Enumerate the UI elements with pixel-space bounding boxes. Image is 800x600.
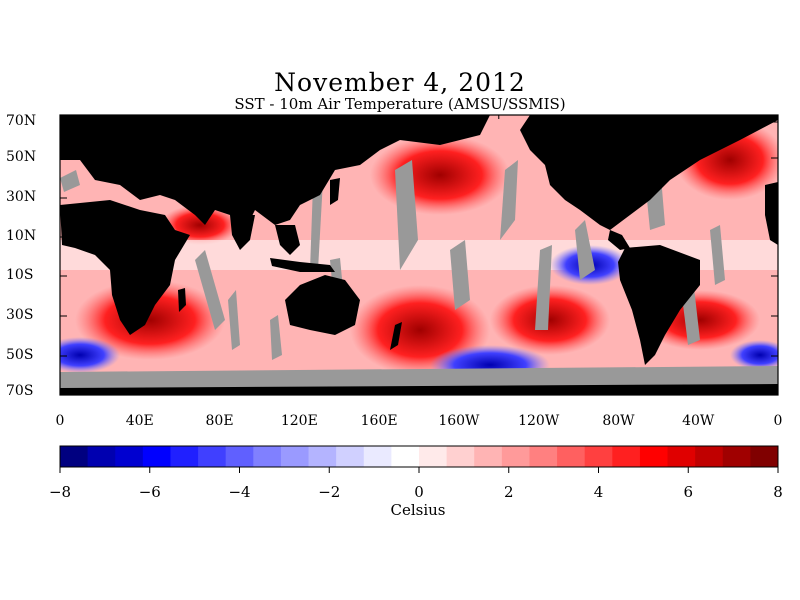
colorbar-swatch <box>336 446 365 467</box>
latitude-label: 30N <box>6 189 37 205</box>
colorbar-swatch <box>225 446 254 467</box>
longitude-label: 0 <box>773 413 783 429</box>
colorbar-swatch <box>142 446 171 467</box>
longitude-label: 120E <box>280 413 318 429</box>
warm-anomaly <box>370 135 510 215</box>
colorbar-swatch <box>198 446 227 467</box>
colorbar-units: Celsius <box>390 501 446 519</box>
colorbar-ticks <box>59 467 779 473</box>
colorbar-swatch <box>667 446 696 467</box>
colorbar-swatch <box>695 446 724 467</box>
colorbar-tick-label: −6 <box>138 483 161 501</box>
longitude-label: 120W <box>518 413 560 429</box>
latitude-label: 10N <box>6 228 37 244</box>
colorbar-tick-label: 4 <box>593 483 604 501</box>
longitude-label: 40E <box>125 413 154 429</box>
colorbar-tick-label: 2 <box>503 483 514 501</box>
latitude-label: 70N <box>6 113 37 129</box>
colorbar-tick-label: −2 <box>318 483 341 501</box>
longitude-label: 80W <box>602 413 635 429</box>
colorbar-swatch <box>419 446 448 467</box>
latitude-label: 30S <box>6 307 34 323</box>
longitude-label: 160E <box>360 413 398 429</box>
colorbar-swatch <box>170 446 199 467</box>
latitude-label: 50N <box>6 149 37 165</box>
colorbar-swatch <box>87 446 116 467</box>
colorbar-swatch <box>280 446 310 467</box>
colorbar-tick-label: −8 <box>48 483 72 501</box>
map-subtitle: SST - 10m Air Temperature (AMSU/SSMIS) <box>234 95 566 113</box>
colorbar-swatch <box>446 446 475 467</box>
colorbar-swatch <box>363 446 392 467</box>
colorbar-swatch <box>722 446 751 467</box>
colorbar-swatch <box>639 446 669 467</box>
warm-anomaly <box>75 280 225 360</box>
latitude-label: 10S <box>6 267 34 283</box>
colorbar-swatch <box>308 446 337 467</box>
colorbar <box>60 446 779 467</box>
colorbar-swatch <box>612 446 641 467</box>
colorbar-swatch <box>557 446 586 467</box>
colorbar-swatch <box>391 446 420 467</box>
colorbar-tick-label: −4 <box>228 483 251 501</box>
longitude-label: 160W <box>438 413 480 429</box>
latitude-label: 70S <box>6 383 34 399</box>
colorbar-swatch <box>474 446 503 467</box>
colorbar-tick-label: 0 <box>414 483 424 501</box>
colorbar-swatch <box>750 446 779 467</box>
cold-anomaly <box>60 337 120 373</box>
colorbar-tick-label: 6 <box>683 483 694 501</box>
colorbar-tick-label: 8 <box>773 483 783 501</box>
colorbar-swatch <box>60 446 89 467</box>
colorbar-swatch <box>115 446 144 467</box>
colorbar-swatch <box>501 446 530 467</box>
colorbar-swatch <box>529 446 558 467</box>
longitude-label: 0 <box>55 413 65 429</box>
latitude-label: 50S <box>6 347 34 363</box>
sst-field <box>60 115 778 395</box>
map-title: November 4, 2012 <box>274 68 526 97</box>
warm-anomaly <box>490 285 610 355</box>
longitude-label: 80E <box>205 413 234 429</box>
map-ticks <box>59 115 779 395</box>
longitude-label: 40W <box>682 413 715 429</box>
cold-anomaly <box>730 340 778 370</box>
land-masses <box>60 115 778 395</box>
colorbar-swatch <box>584 446 613 467</box>
colorbar-swatch <box>253 446 282 467</box>
